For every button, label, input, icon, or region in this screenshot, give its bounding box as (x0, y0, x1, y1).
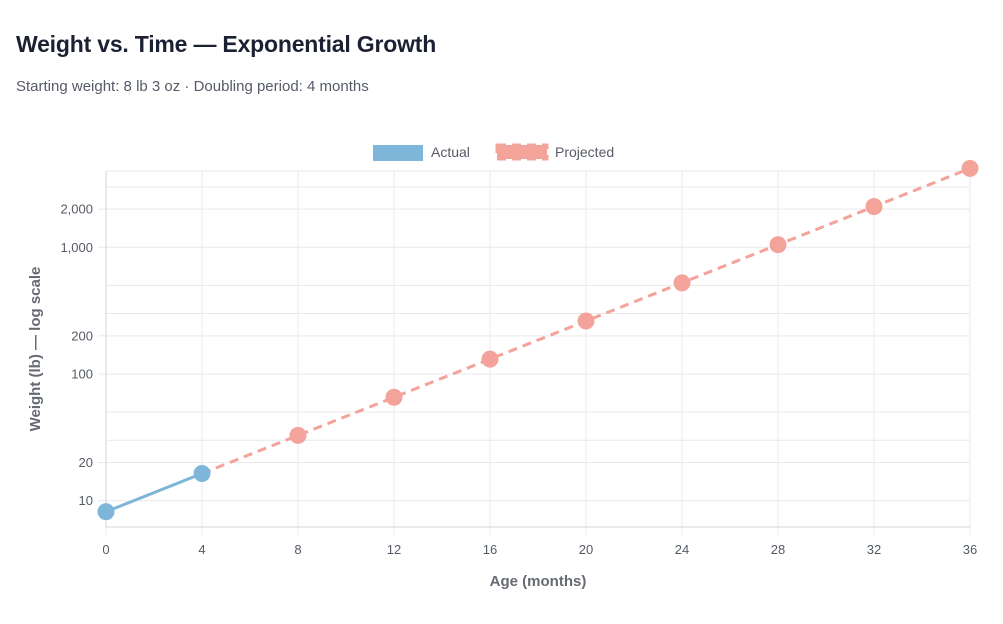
data-point-actual[interactable] (97, 503, 115, 521)
legend-item-projected[interactable]: Projected (495, 143, 614, 161)
x-tick-label: 36 (963, 542, 977, 557)
x-axis-title: Age (months) (490, 573, 587, 590)
y-axis-title: Weight (lb) — log scale (27, 267, 44, 432)
legend[interactable]: Actual Projected (373, 143, 614, 161)
data-point-projected[interactable] (865, 198, 883, 216)
x-tick-label: 28 (771, 542, 785, 557)
data-markers (97, 159, 979, 521)
series-lines (105, 167, 971, 514)
grid (105, 170, 971, 535)
data-point-actual[interactable] (193, 465, 211, 483)
x-tick-label: 32 (867, 542, 881, 557)
data-point-projected[interactable] (481, 350, 499, 368)
y-tick-label: 100 (71, 366, 93, 381)
x-tick-label: 20 (579, 542, 593, 557)
x-tick-label: 24 (675, 542, 689, 557)
x-tick-label: 0 (102, 542, 109, 557)
data-point-projected[interactable] (289, 426, 307, 444)
data-point-projected[interactable] (961, 159, 979, 177)
data-point-projected[interactable] (577, 312, 595, 330)
axes: 0 4 8 12 16 20 24 28 32 36 10 20 100 200 1,000 2,000 (60, 171, 977, 557)
legend-label: Actual (431, 144, 470, 160)
legend-swatch-projected (495, 143, 549, 161)
chart-title: Weight vs. Time — Exponential Growth (16, 31, 437, 57)
legend-swatch-actual (373, 145, 423, 161)
x-tick-label: 16 (483, 542, 497, 557)
y-tick-label: 20 (79, 455, 93, 470)
chart-subtitle: Starting weight: 8 lb 3 oz · Doubling pe… (16, 78, 369, 95)
legend-item-actual[interactable]: Actual (373, 144, 470, 161)
series-line-actual (105, 472, 203, 514)
data-point-projected[interactable] (769, 236, 787, 254)
data-point-projected[interactable] (385, 388, 403, 406)
data-point-projected[interactable] (673, 274, 691, 292)
x-tick-label: 8 (294, 542, 301, 557)
legend-label: Projected (555, 144, 614, 160)
y-tick-label: 1,000 (60, 240, 93, 255)
x-tick-label: 4 (198, 542, 205, 557)
y-tick-label: 10 (79, 493, 93, 508)
y-tick-label: 200 (71, 328, 93, 343)
y-tick-label: 2,000 (60, 202, 93, 217)
x-tick-label: 12 (387, 542, 401, 557)
